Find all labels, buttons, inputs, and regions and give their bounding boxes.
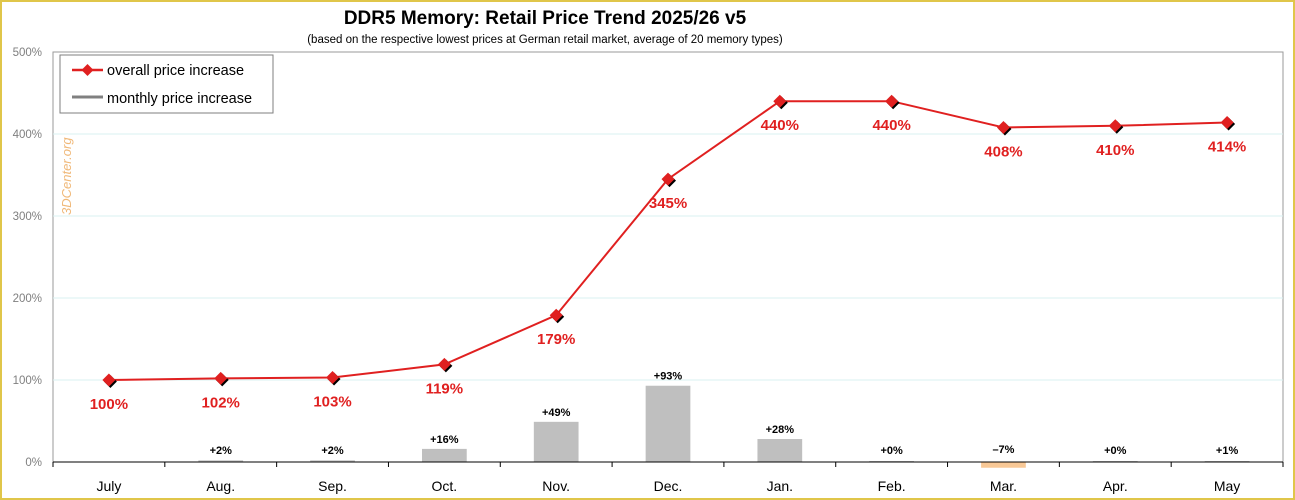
x-axis: July Aug. Sep. Oct. Nov. Dec. Jan. Feb. Mar. Apr.… — [52, 461, 1284, 494]
point-marker — [549, 308, 563, 322]
point-marker — [214, 371, 228, 385]
monthly-bar-label: +0% — [880, 445, 903, 457]
point-label: 102% — [202, 394, 240, 411]
monthly-bar — [645, 385, 691, 462]
monthly-bar-label: +1% — [1216, 445, 1239, 457]
point-marker — [996, 120, 1010, 134]
x-tick-label: Jan. — [767, 478, 793, 494]
point-marker — [1108, 119, 1122, 133]
gridlines — [53, 133, 1283, 381]
x-tick-label: May — [1214, 478, 1240, 494]
chart-subtitle: (based on the respective lowest prices a… — [307, 34, 783, 46]
point-label: 103% — [313, 394, 351, 411]
monthly-bar — [310, 460, 355, 462]
y-tick-label: 400% — [13, 129, 42, 141]
point-marker — [885, 94, 899, 108]
x-tick-label: Aug. — [206, 478, 235, 494]
monthly-bar-label: +0% — [1104, 445, 1127, 457]
monthly-bar-label: –7% — [992, 444, 1014, 456]
point-label: 179% — [537, 331, 575, 348]
x-tick-label: July — [96, 478, 121, 494]
point-label: 440% — [761, 117, 799, 134]
legend-marker-overall — [81, 64, 94, 76]
x-tick-label: Mar. — [990, 478, 1017, 494]
y-tick-label: 100% — [13, 375, 42, 387]
x-tick-label: Nov. — [542, 478, 570, 494]
monthly-bar-label: +93% — [654, 371, 683, 383]
point-label: 440% — [872, 117, 910, 134]
legend-label-monthly: monthly price increase — [107, 91, 252, 107]
monthly-bar-label: +16% — [430, 434, 459, 446]
legend: overall price increase monthly price inc… — [59, 54, 274, 114]
point-label: 410% — [1096, 142, 1134, 159]
x-tick-label: Feb. — [878, 478, 906, 494]
point-label: 119% — [426, 380, 464, 397]
point-marker — [661, 172, 675, 186]
monthly-bar — [198, 460, 244, 462]
y-axis: 0% 100% 200% 300% 400% 500% — [13, 47, 42, 469]
y-tick-label: 500% — [13, 47, 42, 59]
monthly-bar-label: +49% — [542, 407, 571, 419]
chart-title: DDR5 Memory: Retail Price Trend 2025/26 … — [344, 8, 747, 29]
monthly-bar-label: +2% — [210, 445, 233, 457]
point-marker — [326, 371, 340, 385]
watermark-text: 3DCenter.org — [59, 137, 74, 215]
point-label: 414% — [1208, 139, 1246, 156]
x-tick-label: Oct. — [432, 478, 458, 494]
y-tick-label: 300% — [13, 211, 42, 223]
x-tick-label: Sep. — [318, 478, 347, 494]
x-tick-label: Apr. — [1103, 478, 1128, 494]
legend-box — [59, 54, 274, 114]
point-label: 100% — [90, 396, 128, 413]
y-tick-label: 0% — [25, 457, 42, 469]
overall-line: 100% 102% 103% 119% 179% 345% 440% 440% 408% 410%… — [90, 94, 1246, 413]
point-label: 408% — [984, 143, 1022, 160]
monthly-bar — [757, 439, 803, 462]
monthly-bar-label: +2% — [321, 445, 344, 457]
monthly-bar — [533, 421, 579, 462]
point-marker — [1220, 116, 1234, 130]
monthly-bar-label: +28% — [766, 424, 795, 436]
y-tick-label: 200% — [13, 293, 42, 305]
point-label: 345% — [649, 195, 687, 212]
monthly-bar — [422, 448, 467, 462]
monthly-bar — [981, 462, 1026, 468]
point-marker — [102, 373, 116, 387]
x-tick-label: Dec. — [654, 478, 683, 494]
legend-label-overall: overall price increase — [107, 63, 244, 79]
point-marker — [773, 94, 787, 108]
point-marker — [437, 357, 451, 371]
